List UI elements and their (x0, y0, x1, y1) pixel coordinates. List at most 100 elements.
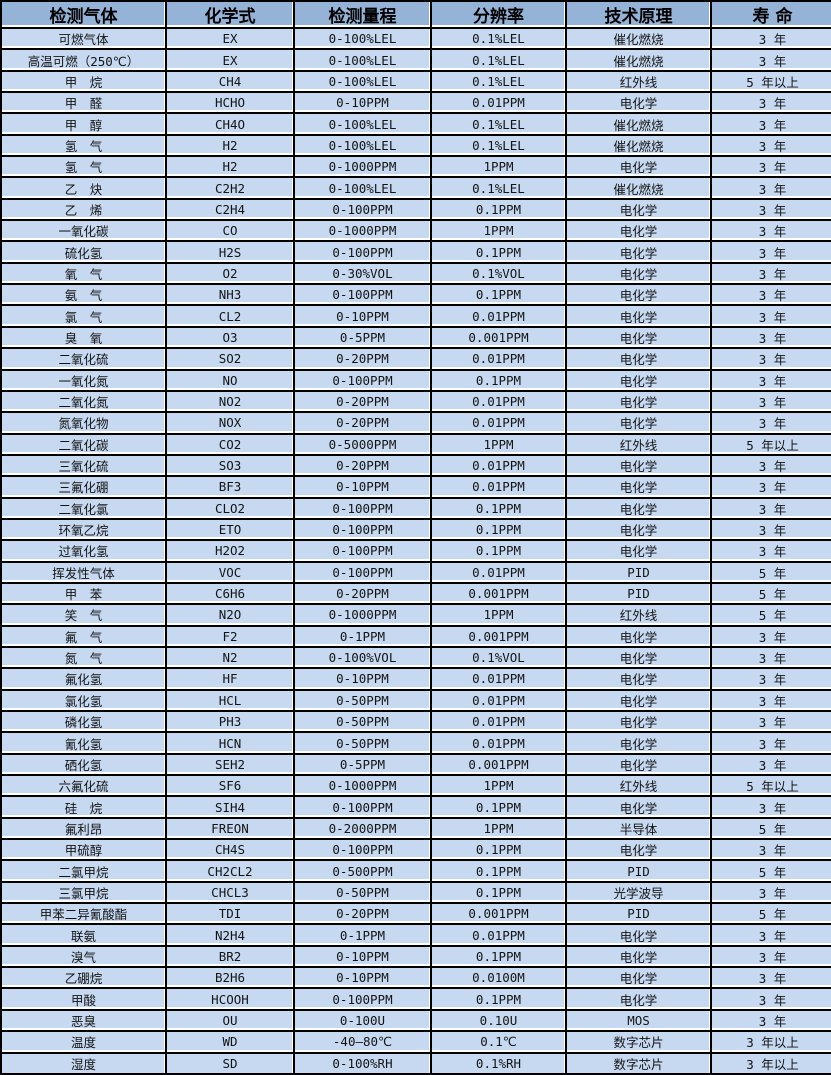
principle-cell: 电化学 (567, 840, 712, 862)
range-cell: 0-100PPM (295, 989, 432, 1011)
table-row: 湿度 SD 0-100%RH 0.1%RH 数字芯片 3 年以上 (2, 1053, 831, 1073)
formula-cell: N2O (167, 605, 295, 627)
table-row: 二氯甲烷 CH2CL2 0-500PPM 0.1PPM PID 5 年 (2, 861, 831, 883)
principle-cell: 电化学 (567, 946, 712, 969)
lifespan-cell: 3 年 (712, 135, 831, 158)
resolution-cell: 0.001PPM (432, 904, 567, 926)
principle-cell: 电化学 (567, 712, 712, 734)
principle-cell: 数字芯片 (567, 1032, 712, 1054)
lifespan-cell: 3 年以上 (712, 1053, 831, 1073)
gas-name-cell: 氧 气 (2, 263, 167, 286)
principle-cell: 催化燃烧 (567, 178, 712, 200)
resolution-cell: 0.1%RH (432, 1053, 567, 1073)
principle-cell: 电化学 (567, 391, 712, 414)
principle-cell: 半导体 (567, 818, 712, 841)
formula-cell: N2H4 (167, 925, 295, 947)
formula-cell: C6H6 (167, 583, 295, 606)
range-cell: 0-1PPM (295, 626, 432, 648)
resolution-cell: 1PPM (432, 605, 567, 627)
gas-name-cell: 笑 气 (2, 605, 167, 627)
table-row: 氟 气 F2 0-1PPM 0.001PPM 电化学 3 年 (2, 626, 831, 648)
lifespan-cell: 3 年 (712, 733, 831, 755)
table-row: 二氧化氯 CLO2 0-100PPM 0.1PPM 电化学 3 年 (2, 498, 831, 520)
range-cell: 0-5PPM (295, 327, 432, 350)
table-row: 甲苯二异氰酸酯 TDI 0-20PPM 0.001PPM PID 5 年 (2, 904, 831, 926)
formula-cell: C2H4 (167, 199, 295, 222)
resolution-cell: 0.1%VOL (432, 263, 567, 286)
table-row: 甲 醛 HCHO 0-10PPM 0.01PPM 电化学 3 年 (2, 93, 831, 115)
range-cell: 0-100%LEL (295, 178, 432, 200)
resolution-cell: 0.01PPM (432, 349, 567, 371)
lifespan-cell: 3 年 (712, 242, 831, 264)
table-row: 挥发性气体 VOC 0-100PPM 0.01PPM PID 5 年 (2, 562, 831, 584)
principle-cell: 电化学 (567, 413, 712, 435)
range-cell: 0-500PPM (295, 861, 432, 883)
lifespan-cell: 3 年 (712, 626, 831, 648)
resolution-cell: 0.01PPM (432, 562, 567, 584)
formula-cell: SF6 (167, 776, 295, 798)
range-cell: 0-100PPM (295, 242, 432, 264)
formula-cell: F2 (167, 626, 295, 648)
gas-name-cell: 环氧乙烷 (2, 519, 167, 542)
resolution-cell: 0.1PPM (432, 519, 567, 542)
lifespan-cell: 3 年 (712, 455, 831, 478)
resolution-cell: 0.1%LEL (432, 50, 567, 72)
principle-cell: MOS (567, 1010, 712, 1033)
principle-cell: 电化学 (567, 498, 712, 520)
table-row: 可燃气体 EX 0-100%LEL 0.1%LEL 催化燃烧 3 年 (2, 29, 831, 51)
table-row: 联氨 N2H4 0-1PPM 0.01PPM 电化学 3 年 (2, 925, 831, 947)
resolution-cell: 0.0100M (432, 968, 567, 990)
principle-cell: 电化学 (567, 285, 712, 307)
formula-cell: CHCL3 (167, 882, 295, 905)
lifespan-cell: 3 年 (712, 840, 831, 862)
resolution-cell: 0.1PPM (432, 285, 567, 307)
table-row: 过氧化氢 H2O2 0-100PPM 0.1PPM 电化学 3 年 (2, 541, 831, 563)
header-row: 检测气体 化学式 检测量程 分辨率 技术原理 寿 命 (2, 2, 831, 29)
range-cell: 0-100PPM (295, 199, 432, 222)
principle-cell: 电化学 (567, 327, 712, 350)
table-row: 乙 炔 C2H2 0-100%LEL 0.1%LEL 催化燃烧 3 年 (2, 178, 831, 200)
formula-cell: H2O2 (167, 541, 295, 563)
range-cell: 0-100PPM (295, 797, 432, 819)
formula-cell: CH4 (167, 71, 295, 94)
gas-name-cell: 三氧化硫 (2, 455, 167, 478)
formula-cell: ETO (167, 519, 295, 542)
table-body: 可燃气体 EX 0-100%LEL 0.1%LEL 催化燃烧 3 年 高温可燃（… (2, 29, 831, 1073)
gas-name-cell: 乙硼烷 (2, 968, 167, 990)
principle-cell: 电化学 (567, 669, 712, 691)
range-cell: 0-20PPM (295, 583, 432, 606)
lifespan-cell: 3 年 (712, 50, 831, 72)
range-cell: 0-100%RH (295, 1053, 432, 1073)
principle-cell: 电化学 (567, 242, 712, 264)
formula-cell: CH2CL2 (167, 861, 295, 883)
lifespan-cell: 3 年 (712, 925, 831, 947)
gas-name-cell: 甲酸 (2, 989, 167, 1011)
resolution-cell: 0.1PPM (432, 498, 567, 520)
gas-name-cell: 二氧化碳 (2, 434, 167, 456)
principle-cell: 电化学 (567, 93, 712, 115)
formula-cell: CH4O (167, 114, 295, 136)
principle-cell: 电化学 (567, 349, 712, 371)
gas-name-cell: 氯 气 (2, 306, 167, 328)
gas-name-cell: 甲 烷 (2, 71, 167, 94)
table-row: 硅 烷 SIH4 0-100PPM 0.1PPM 电化学 3 年 (2, 797, 831, 819)
range-cell: 0-1PPM (295, 925, 432, 947)
lifespan-cell: 5 年 (712, 583, 831, 606)
gas-name-cell: 高温可燃（250℃） (2, 50, 167, 72)
principle-cell: 电化学 (567, 647, 712, 670)
table-row: 硒化氢 SEH2 0-5PPM 0.001PPM 电化学 3 年 (2, 754, 831, 777)
gas-name-cell: 乙 炔 (2, 178, 167, 200)
table-row: 甲 醇 CH4O 0-100%LEL 0.1%LEL 催化燃烧 3 年 (2, 114, 831, 136)
formula-cell: CO (167, 221, 295, 243)
resolution-cell: 0.1PPM (432, 989, 567, 1011)
principle-cell: PID (567, 583, 712, 606)
lifespan-cell: 3 年以上 (712, 1032, 831, 1054)
principle-cell: 电化学 (567, 690, 712, 712)
range-cell: 0-10PPM (295, 477, 432, 499)
lifespan-cell: 3 年 (712, 647, 831, 670)
formula-cell: NO (167, 370, 295, 392)
header-lifespan: 寿 命 (712, 2, 831, 29)
gas-name-cell: 硅 烷 (2, 797, 167, 819)
resolution-cell: 0.1PPM (432, 861, 567, 883)
table-row: 一氧化碳 CO 0-1000PPM 1PPM 电化学 3 年 (2, 221, 831, 243)
